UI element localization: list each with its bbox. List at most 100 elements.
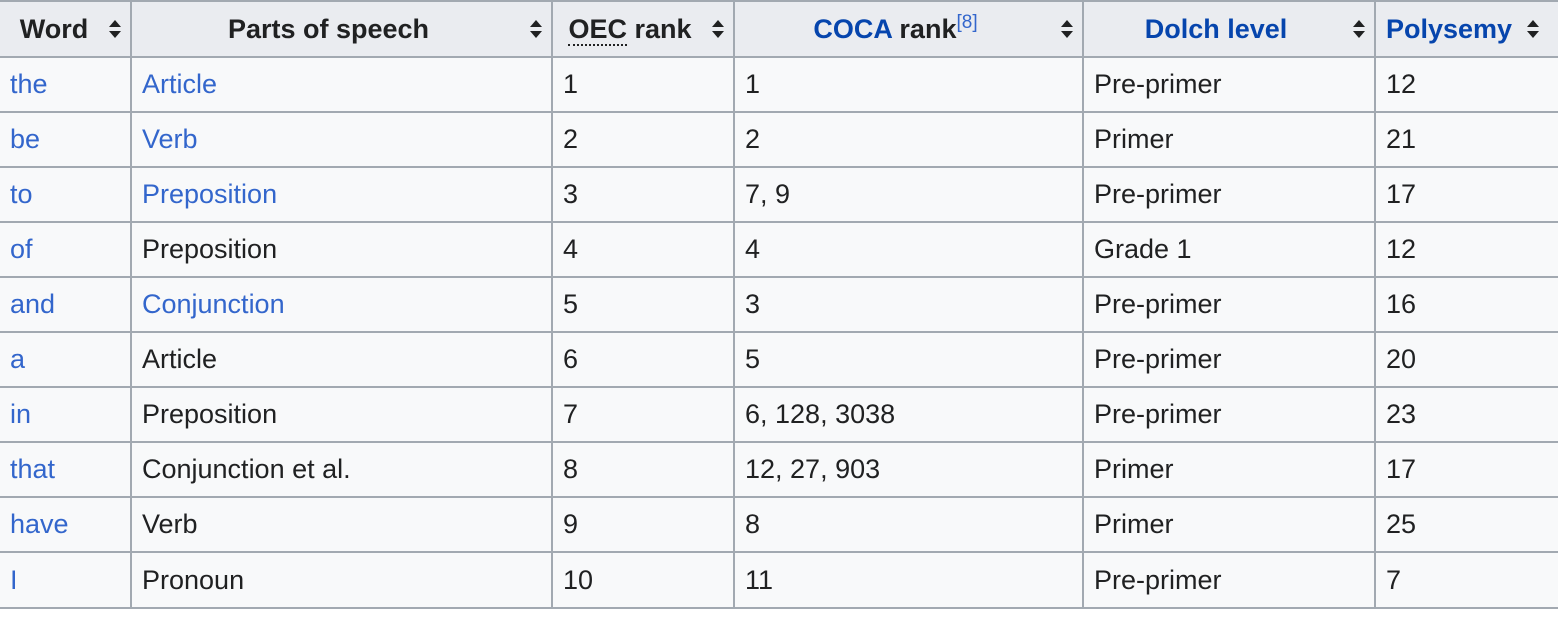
citation-link[interactable]: [8] xyxy=(956,11,978,33)
table-body: the Article 1 1 Pre-primer 12 be Verb 2 2 Primer 21… xyxy=(0,56,1558,609)
dolch-level-cell: Pre-primer xyxy=(1082,551,1376,609)
dolch-level-cell-text: Pre-primer xyxy=(1094,289,1222,319)
word-cell: be xyxy=(0,111,132,168)
polysemy-cell-text: 23 xyxy=(1386,399,1417,429)
word-link[interactable]: and xyxy=(10,289,56,319)
header-parts-of-speech[interactable]: Parts of speech xyxy=(130,0,553,58)
coca-rank-cell: 5 xyxy=(733,331,1084,388)
sort-icon[interactable] xyxy=(529,19,543,39)
coca-rank-cell-text: 3 xyxy=(745,289,761,319)
coca-rank-cell: 7, 9 xyxy=(733,166,1084,223)
coca-rank-cell: 12, 27, 903 xyxy=(733,441,1084,498)
coca-rank-cell-text: 6, 128, 3038 xyxy=(745,399,896,429)
polysemy-cell-text: 21 xyxy=(1386,124,1417,154)
header-word[interactable]: Word xyxy=(0,0,132,58)
coca-rank-cell-text: 7, 9 xyxy=(745,179,791,209)
word-frequency-table: Word Parts of speech OEC rank COCA rank[… xyxy=(0,0,1558,609)
dolch-level-cell: Pre-primer xyxy=(1082,386,1376,443)
oec-rank-cell: 9 xyxy=(551,496,735,553)
polysemy-cell: 17 xyxy=(1374,166,1558,223)
coca-rank-cell: 6, 128, 3038 xyxy=(733,386,1084,443)
pos-cell: Conjunction xyxy=(130,276,553,333)
pos-link[interactable]: Verb xyxy=(142,124,198,154)
oec-rank-cell: 6 xyxy=(551,331,735,388)
polysemy-cell: 12 xyxy=(1374,221,1558,278)
pos-cell-text: Conjunction et al. xyxy=(142,454,351,484)
dolch-level-cell-text: Primer xyxy=(1094,124,1174,154)
word-link[interactable]: the xyxy=(10,69,48,99)
dolch-level-cell-text: Pre-primer xyxy=(1094,399,1222,429)
sort-icon[interactable] xyxy=(1526,19,1540,39)
table-row: in Preposition 7 6, 128, 3038 Pre-primer 23 xyxy=(0,386,1558,443)
header-oec-label: rank xyxy=(634,13,692,44)
sort-icon[interactable] xyxy=(1352,19,1366,39)
pos-cell-text: Article xyxy=(142,344,218,374)
sort-icon[interactable] xyxy=(1060,19,1074,39)
header-oec-abbr: OEC xyxy=(568,13,627,46)
sort-icon[interactable] xyxy=(711,19,725,39)
polysemy-cell: 25 xyxy=(1374,496,1558,553)
header-oec-rank[interactable]: OEC rank xyxy=(551,0,735,58)
sort-icon[interactable] xyxy=(108,19,122,39)
word-cell: of xyxy=(0,221,132,278)
table-row: that Conjunction et al. 8 12, 27, 903 Primer… xyxy=(0,441,1558,498)
header-coca-rank[interactable]: COCA rank[8] xyxy=(733,0,1084,58)
word-link[interactable]: that xyxy=(10,454,56,484)
polysemy-cell: 7 xyxy=(1374,551,1558,609)
polysemy-cell: 21 xyxy=(1374,111,1558,168)
header-dolch-link[interactable]: Dolch level xyxy=(1144,13,1288,44)
oec-rank-cell-text: 8 xyxy=(563,454,579,484)
polysemy-cell-text: 16 xyxy=(1386,289,1417,319)
header-dolch-level[interactable]: Dolch level xyxy=(1082,0,1376,58)
header-coca-link[interactable]: COCA xyxy=(813,13,892,44)
header-polysemy-link[interactable]: Polysemy xyxy=(1386,13,1513,44)
polysemy-cell-text: 17 xyxy=(1386,179,1417,209)
word-link[interactable]: a xyxy=(10,344,26,374)
word-link[interactable]: have xyxy=(10,509,69,539)
word-link[interactable]: be xyxy=(10,124,41,154)
dolch-level-cell: Pre-primer xyxy=(1082,276,1376,333)
pos-cell: Article xyxy=(130,56,553,113)
word-link[interactable]: I xyxy=(10,564,18,595)
dolch-level-cell-text: Pre-primer xyxy=(1094,179,1222,209)
polysemy-cell: 23 xyxy=(1374,386,1558,443)
coca-rank-cell: 1 xyxy=(733,56,1084,113)
table-row: to Preposition 3 7, 9 Pre-primer 17 xyxy=(0,166,1558,223)
polysemy-cell-text: 12 xyxy=(1386,234,1417,264)
oec-rank-cell: 7 xyxy=(551,386,735,443)
oec-rank-cell-text: 7 xyxy=(563,399,579,429)
oec-rank-cell: 8 xyxy=(551,441,735,498)
dolch-level-cell: Primer xyxy=(1082,496,1376,553)
polysemy-cell-text: 7 xyxy=(1386,564,1402,595)
pos-link[interactable]: Conjunction xyxy=(142,289,285,319)
pos-cell-text: Preposition xyxy=(142,234,278,264)
polysemy-cell: 20 xyxy=(1374,331,1558,388)
coca-rank-cell-text: 5 xyxy=(745,344,761,374)
oec-rank-cell: 2 xyxy=(551,111,735,168)
oec-rank-cell: 4 xyxy=(551,221,735,278)
header-word-label: Word xyxy=(19,13,89,44)
oec-rank-cell-text: 3 xyxy=(563,179,579,209)
word-link[interactable]: of xyxy=(10,234,33,264)
polysemy-cell-text: 25 xyxy=(1386,509,1417,539)
word-cell: have xyxy=(0,496,132,553)
word-link[interactable]: to xyxy=(10,179,33,209)
pos-link[interactable]: Article xyxy=(142,69,218,99)
oec-rank-cell-text: 1 xyxy=(563,69,579,99)
dolch-level-cell: Pre-primer xyxy=(1082,166,1376,223)
polysemy-cell: 17 xyxy=(1374,441,1558,498)
oec-rank-cell: 5 xyxy=(551,276,735,333)
oec-rank-cell-text: 5 xyxy=(563,289,579,319)
table-row: the Article 1 1 Pre-primer 12 xyxy=(0,56,1558,113)
word-link[interactable]: in xyxy=(10,399,32,429)
oec-rank-cell-text: 2 xyxy=(563,124,579,154)
header-polysemy[interactable]: Polysemy xyxy=(1374,0,1558,58)
coca-rank-cell-text: 8 xyxy=(745,509,761,539)
pos-cell-text: Pronoun xyxy=(142,564,245,595)
polysemy-cell: 12 xyxy=(1374,56,1558,113)
coca-rank-cell-text: 4 xyxy=(745,234,761,264)
word-cell: the xyxy=(0,56,132,113)
pos-cell: Pronoun xyxy=(130,551,553,609)
coca-rank-cell: 8 xyxy=(733,496,1084,553)
pos-link[interactable]: Preposition xyxy=(142,179,278,209)
